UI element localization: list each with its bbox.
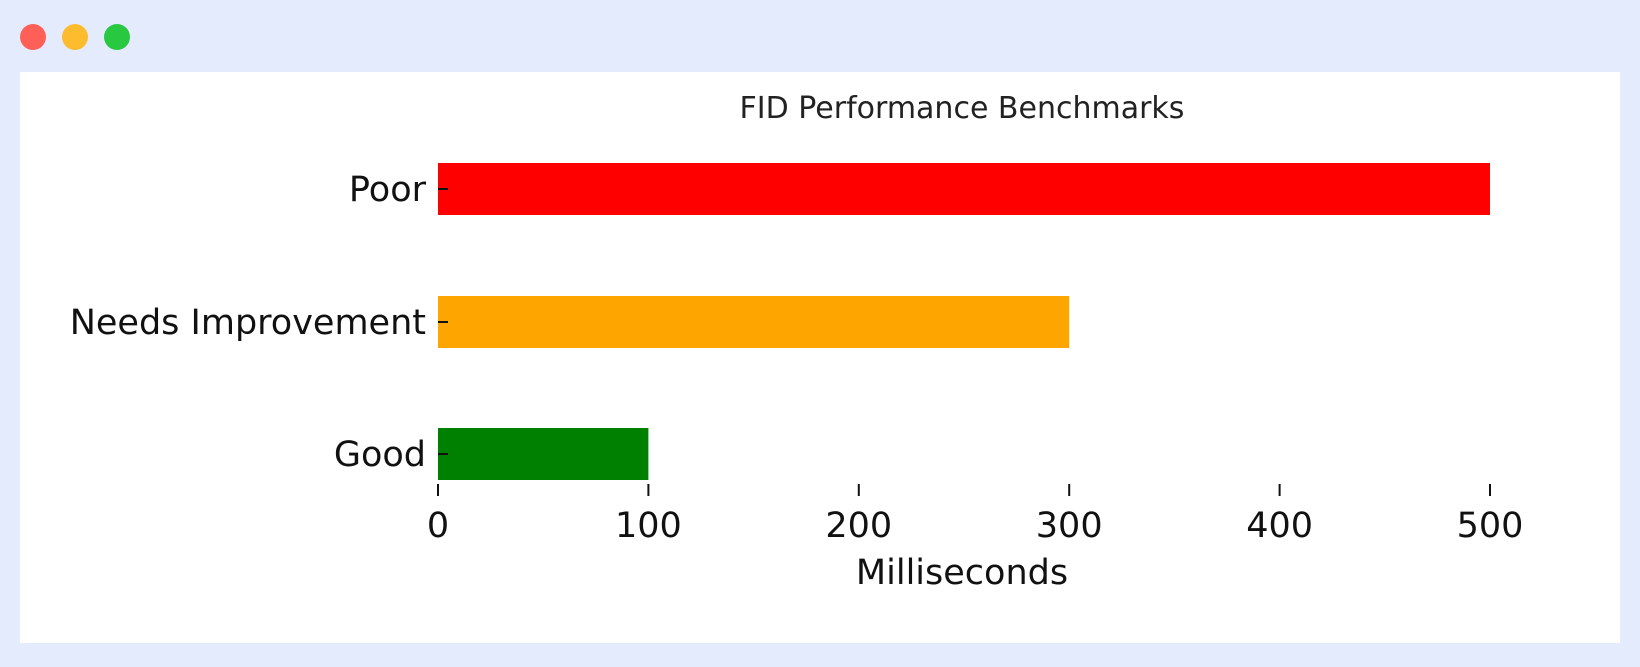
x-tick-label-200: 200 bbox=[825, 506, 892, 546]
y-ticks bbox=[438, 188, 448, 455]
category-labels: Poor Needs Improvement Good bbox=[70, 170, 427, 475]
maximize-window-button[interactable] bbox=[104, 24, 130, 50]
category-label-good: Good bbox=[334, 435, 426, 475]
x-tick-label-500: 500 bbox=[1457, 506, 1524, 546]
x-tick-label-300: 300 bbox=[1036, 506, 1103, 546]
chart-title: FID Performance Benchmarks bbox=[740, 91, 1185, 126]
x-tick-label-400: 400 bbox=[1246, 506, 1313, 546]
minimize-window-button[interactable] bbox=[62, 24, 88, 50]
chart-panel: FID Performance Benchmarks Poor Needs Imp… bbox=[20, 72, 1620, 643]
x-ticks: 0 100 200 300 400 500 bbox=[427, 484, 1524, 546]
x-tick-label-100: 100 bbox=[615, 506, 682, 546]
x-axis-label: Milliseconds bbox=[856, 553, 1068, 593]
bars-group bbox=[438, 163, 1490, 480]
x-tick-label-0: 0 bbox=[427, 506, 449, 546]
category-label-needs-improvement: Needs Improvement bbox=[70, 303, 426, 343]
bar-chart: FID Performance Benchmarks Poor Needs Imp… bbox=[70, 91, 1524, 593]
category-label-poor: Poor bbox=[349, 170, 427, 210]
title-bar bbox=[0, 0, 1640, 72]
bar-good bbox=[438, 428, 649, 480]
bar-needs-improvement bbox=[438, 296, 1070, 348]
bar-poor bbox=[438, 163, 1490, 215]
close-window-button[interactable] bbox=[20, 24, 46, 50]
